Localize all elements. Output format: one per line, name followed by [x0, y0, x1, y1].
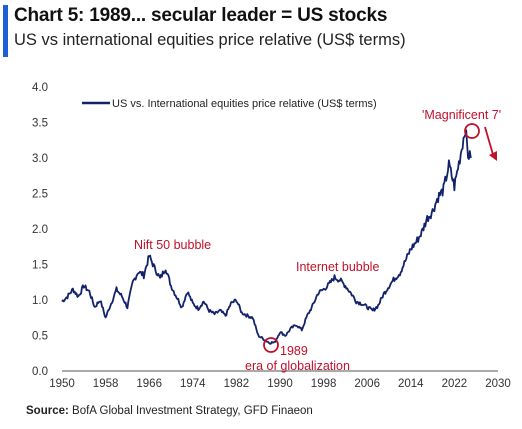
title-accent-bar	[3, 5, 8, 57]
x-tick-label: 2014	[398, 378, 424, 390]
annotation-internet-bubble: Internet bubble	[296, 260, 379, 274]
y-tick-label: 1.5	[32, 260, 48, 272]
series-layer	[61, 129, 472, 345]
annotation-magnificent-7: 'Magnificent 7'	[422, 108, 501, 122]
source-text: BofA Global Investment Strategy, GFD Fin…	[72, 405, 313, 417]
annotation-globalization: era of globalization	[245, 359, 350, 373]
legend-label: US vs. International equities price rela…	[112, 98, 377, 110]
x-tick-label: 1966	[136, 378, 162, 390]
y-tick-label: 2.0	[32, 224, 48, 236]
x-tick-label: 1990	[267, 378, 293, 390]
y-axis: 0.0 0.5 1.0 1.5 2.0 2.5 3.0 3.5 4.0	[32, 82, 48, 378]
series-line	[61, 129, 472, 345]
annotation-nifty-50: Nift 50 bubble	[134, 238, 211, 252]
y-tick-label: 3.5	[32, 118, 48, 130]
x-tick-label: 1998	[311, 378, 337, 390]
x-tick-label: 1982	[224, 378, 250, 390]
annotation-arrow-head	[489, 151, 497, 161]
annotation-down-arrow	[484, 126, 495, 159]
y-tick-label: 1.0	[32, 295, 48, 307]
x-tick-label: 1974	[180, 378, 206, 390]
x-axis: 1950 1958 1966 1974 1982 1990 1998 2006 2014 2022…	[49, 378, 511, 390]
annotation-mag7-circle	[464, 123, 480, 139]
y-tick-label: 4.0	[32, 82, 48, 94]
y-tick-label: 0.5	[32, 331, 48, 343]
annotation-1989-circle	[263, 337, 279, 353]
source-label: Source:	[26, 405, 69, 417]
y-tick-label: 2.5	[32, 189, 48, 201]
x-tick-label: 2006	[354, 378, 380, 390]
y-tick-label: 0.0	[32, 366, 48, 378]
x-tick-label: 2022	[442, 378, 468, 390]
x-tick-label: 1958	[93, 378, 119, 390]
chart-title: Chart 5: 1989... secular leader = US sto…	[14, 5, 388, 26]
x-tick-label: 2030	[485, 378, 511, 390]
chart-subtitle: US vs international equities price relat…	[14, 31, 406, 49]
legend: US vs. International equities price rela…	[82, 98, 377, 110]
source-note: Source: BofA Global Investment Strategy,…	[26, 405, 313, 417]
annotation-1989: 1989	[280, 344, 308, 358]
x-tick-label: 1950	[49, 378, 75, 390]
annotations: Nift 50 bubble Internet bubble 1989 era …	[134, 108, 501, 373]
y-tick-label: 3.0	[32, 153, 48, 165]
